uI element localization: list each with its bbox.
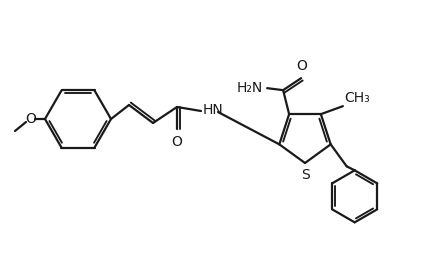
- Text: H₂N: H₂N: [237, 81, 263, 95]
- Text: CH₃: CH₃: [344, 91, 370, 105]
- Text: O: O: [172, 135, 182, 149]
- Text: O: O: [297, 59, 308, 73]
- Text: HN: HN: [203, 103, 224, 117]
- Text: O: O: [26, 112, 36, 126]
- Text: S: S: [300, 168, 309, 182]
